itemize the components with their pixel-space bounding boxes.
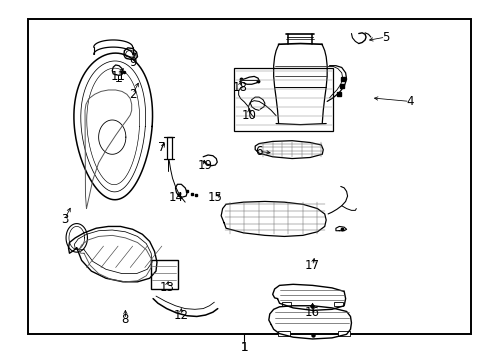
Text: 3: 3 bbox=[61, 213, 68, 226]
Bar bbox=[233, 68, 333, 131]
Bar bbox=[282, 302, 290, 306]
Text: 12: 12 bbox=[173, 309, 188, 322]
Bar bbox=[151, 260, 178, 289]
Text: 19: 19 bbox=[198, 159, 213, 172]
Text: 18: 18 bbox=[232, 81, 246, 94]
Text: 1: 1 bbox=[240, 341, 248, 354]
Bar bbox=[28, 19, 469, 334]
Bar bbox=[334, 302, 343, 306]
Bar bbox=[337, 331, 349, 337]
Text: 10: 10 bbox=[242, 109, 256, 122]
Text: 9: 9 bbox=[129, 55, 136, 69]
Text: 14: 14 bbox=[168, 192, 183, 204]
Bar bbox=[277, 331, 289, 337]
Text: 1: 1 bbox=[240, 341, 248, 354]
Text: 2: 2 bbox=[129, 88, 136, 101]
Text: 16: 16 bbox=[305, 306, 320, 319]
Text: 4: 4 bbox=[405, 95, 413, 108]
Text: 15: 15 bbox=[207, 192, 223, 204]
Text: 8: 8 bbox=[122, 313, 129, 326]
Text: 5: 5 bbox=[381, 31, 388, 44]
Text: 13: 13 bbox=[159, 281, 174, 294]
Text: 11: 11 bbox=[110, 70, 125, 83]
Text: 6: 6 bbox=[255, 145, 262, 158]
Text: 7: 7 bbox=[158, 141, 165, 154]
Text: 17: 17 bbox=[305, 259, 320, 272]
